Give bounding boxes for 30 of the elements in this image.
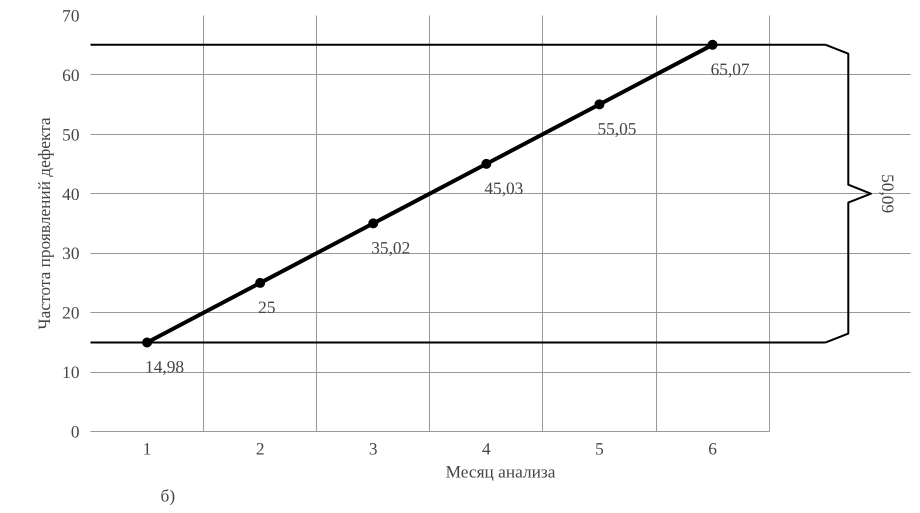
y-tick-label: 30 xyxy=(62,244,80,264)
data-label: 25 xyxy=(258,298,276,317)
data-label: 65,07 xyxy=(710,60,750,79)
point xyxy=(708,40,718,50)
point xyxy=(481,158,492,169)
x-tick-label: 6 xyxy=(708,440,718,458)
point xyxy=(142,337,152,348)
y-tick-label: 60 xyxy=(62,66,80,85)
y-tick-label: 70 xyxy=(62,6,80,26)
point xyxy=(255,278,266,288)
y-tick-label: 20 xyxy=(62,304,80,323)
x-tick-label: 2 xyxy=(256,440,264,458)
y-tick-label: 0 xyxy=(70,422,80,442)
point xyxy=(594,99,604,110)
data-label: 35,02 xyxy=(371,238,410,258)
y-axis-title: Частота проявлений дефекта xyxy=(35,117,54,330)
x-tick-label: 4 xyxy=(482,440,492,458)
y-tick-label: 40 xyxy=(62,184,80,204)
y-tick-label: 10 xyxy=(62,363,80,382)
text: б) xyxy=(160,486,176,506)
x-tick-label: 1 xyxy=(142,440,152,458)
data-label: 45,03 xyxy=(484,178,524,198)
x-axis-title: Месяц анализа xyxy=(446,462,556,482)
x-tick-label: 5 xyxy=(595,440,604,458)
text: 50,09 xyxy=(878,174,897,214)
point xyxy=(368,218,378,228)
data-label: 55,05 xyxy=(597,119,636,138)
data-label: 14,98 xyxy=(145,357,184,376)
y-tick-label: 50 xyxy=(62,125,80,144)
x-tick-label: 3 xyxy=(368,440,378,458)
